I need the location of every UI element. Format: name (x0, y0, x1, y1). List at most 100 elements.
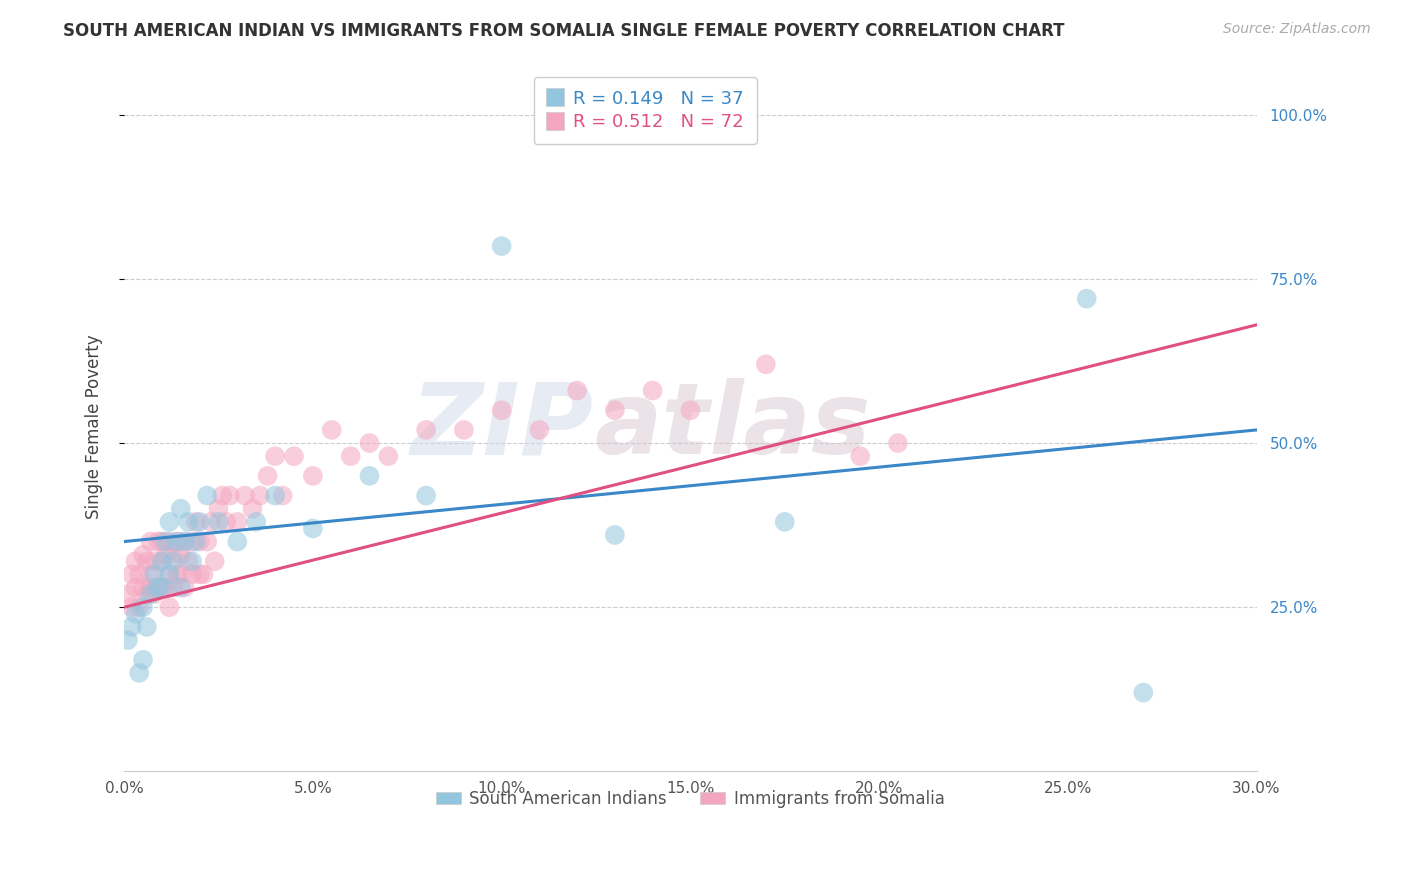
Point (1076, 292, 1098, 306)
Point (181, 554, 204, 568)
Point (529, 423, 551, 437)
Point (177, 554, 200, 568)
Point (195, 534, 218, 549)
Point (132, 653, 155, 667)
Point (321, 423, 343, 437)
Point (603, 403, 626, 417)
Point (135, 587, 157, 601)
Point (184, 515, 207, 529)
Point (159, 567, 181, 582)
Point (162, 554, 184, 568)
Legend: South American Indians, Immigrants from Somalia: South American Indians, Immigrants from … (429, 783, 952, 814)
Point (173, 534, 195, 549)
Point (181, 534, 204, 549)
Point (193, 567, 215, 582)
Point (166, 567, 188, 582)
Point (150, 581, 173, 595)
Point (188, 515, 211, 529)
Point (200, 515, 222, 529)
Point (773, 515, 796, 529)
Point (139, 534, 162, 549)
Point (135, 554, 157, 568)
Point (135, 620, 157, 634)
Point (283, 449, 305, 463)
Point (184, 534, 207, 549)
Point (170, 548, 193, 562)
Point (453, 423, 475, 437)
Point (155, 548, 177, 562)
Text: ZIP: ZIP (411, 378, 595, 475)
Point (849, 449, 872, 463)
Point (124, 581, 146, 595)
Point (170, 501, 193, 516)
Point (170, 581, 193, 595)
Point (150, 581, 173, 595)
Text: SOUTH AMERICAN INDIAN VS IMMIGRANTS FROM SOMALIA SINGLE FEMALE POVERTY CORRELATI: SOUTH AMERICAN INDIAN VS IMMIGRANTS FROM… (63, 22, 1064, 40)
Point (143, 554, 166, 568)
Point (124, 607, 146, 621)
Point (139, 581, 162, 595)
Point (491, 403, 513, 417)
Point (146, 581, 169, 595)
Point (377, 449, 399, 463)
Point (302, 469, 325, 483)
Point (1132, 685, 1154, 699)
Point (339, 449, 361, 463)
Point (159, 534, 181, 549)
Point (245, 515, 267, 529)
Point (264, 489, 287, 503)
Point (150, 554, 173, 568)
Point (415, 423, 437, 437)
Point (177, 515, 200, 529)
Point (359, 436, 381, 450)
Point (249, 489, 271, 503)
Point (143, 587, 166, 601)
Point (641, 384, 664, 398)
Point (204, 554, 226, 568)
Point (271, 489, 294, 503)
Point (117, 587, 139, 601)
Point (215, 515, 238, 529)
Point (146, 534, 169, 549)
Point (150, 534, 173, 549)
Point (162, 581, 184, 595)
Point (166, 534, 188, 549)
Point (132, 600, 155, 615)
Point (755, 357, 778, 371)
Point (264, 449, 287, 463)
Point (173, 534, 195, 549)
Point (218, 489, 240, 503)
Point (679, 403, 702, 417)
Point (302, 521, 325, 535)
Point (155, 534, 177, 549)
Point (121, 567, 143, 582)
Point (132, 548, 155, 562)
Point (226, 534, 249, 549)
Point (124, 554, 146, 568)
Point (211, 489, 233, 503)
Point (233, 489, 256, 503)
Point (195, 489, 218, 503)
Point (170, 567, 193, 582)
Point (159, 600, 181, 615)
Point (359, 469, 381, 483)
Point (121, 600, 143, 615)
Point (207, 501, 229, 516)
Text: atlas: atlas (595, 378, 870, 475)
Point (117, 633, 139, 648)
Point (173, 581, 195, 595)
Text: Source: ZipAtlas.com: Source: ZipAtlas.com (1223, 22, 1371, 37)
Point (159, 515, 181, 529)
Point (415, 489, 437, 503)
Point (188, 567, 211, 582)
Point (155, 581, 177, 595)
Point (226, 515, 249, 529)
Point (162, 548, 184, 562)
Point (603, 528, 626, 542)
Point (128, 600, 150, 615)
Point (256, 469, 278, 483)
Point (139, 587, 162, 601)
Point (491, 239, 513, 253)
Point (121, 620, 143, 634)
Point (887, 436, 910, 450)
